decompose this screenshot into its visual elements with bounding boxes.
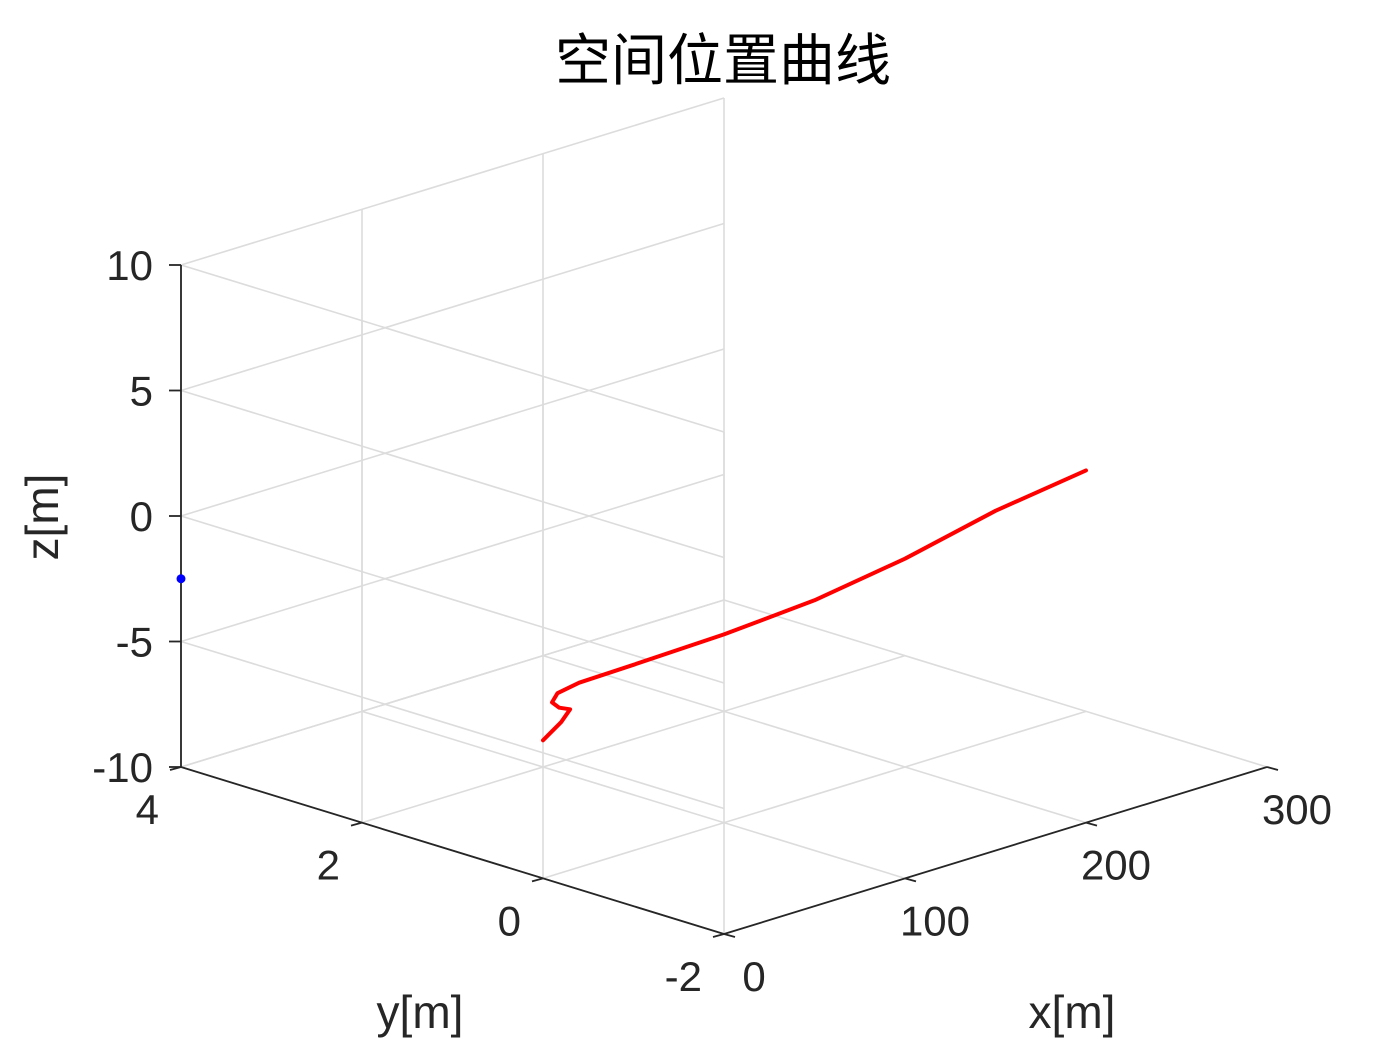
- y-axis-label: y[m]: [377, 986, 464, 1038]
- y-axis-line: [180, 766, 725, 935]
- x-axis-line: [723, 766, 1268, 935]
- x-tick-mark: [1085, 821, 1098, 827]
- grid-line: [180, 264, 725, 433]
- start-point-marker: [176, 574, 186, 584]
- ticks: 0 100 200 300 -2 0 2 4-10 -5 0 5 10: [92, 242, 1332, 1000]
- x-tick-mark: [904, 877, 917, 883]
- grid-line: [180, 222, 725, 392]
- grid-line: [180, 640, 725, 810]
- grid-line: [723, 599, 1268, 768]
- x-tick-mark: [1266, 766, 1279, 771]
- z-tick-label: -5: [116, 619, 153, 666]
- z-tick-label: -10: [92, 744, 153, 791]
- series-layer: [176, 468, 1088, 743]
- y-tick-mark: [712, 933, 725, 938]
- grid-line: [180, 599, 725, 768]
- grid: [180, 97, 1268, 935]
- x-tick-label: 200: [1081, 842, 1151, 889]
- z-tick-label: 10: [106, 242, 153, 289]
- y-tick-mark: [531, 877, 544, 883]
- y-tick-mark: [350, 821, 363, 827]
- y-tick-label: -2: [665, 953, 702, 1000]
- z-tick-label: 5: [130, 368, 153, 415]
- y-tick-label: 2: [317, 842, 340, 889]
- x-tick-label: 300: [1262, 786, 1332, 833]
- grid-line: [542, 654, 1087, 824]
- x-axis-label: x[m]: [1029, 986, 1116, 1038]
- y-tick-label: 4: [136, 786, 159, 833]
- trajectory-line: [541, 468, 1088, 743]
- grid-line: [542, 710, 1087, 880]
- grid-line: [180, 473, 725, 643]
- x-tick-mark: [723, 933, 736, 938]
- chart-title: 空间位置曲线: [555, 29, 891, 94]
- grid-line: [361, 654, 906, 824]
- y-tick-label: 0: [498, 897, 521, 944]
- x-tick-label: 100: [900, 897, 970, 944]
- grid-line: [180, 348, 725, 517]
- x-tick-label: 0: [742, 953, 765, 1000]
- z-tick-label: 0: [130, 493, 153, 540]
- grid-line: [180, 515, 725, 684]
- grid-line: [361, 710, 906, 880]
- grid-line: [180, 97, 725, 266]
- grid-line: [180, 389, 725, 559]
- z-axis-label: z[m]: [16, 474, 68, 561]
